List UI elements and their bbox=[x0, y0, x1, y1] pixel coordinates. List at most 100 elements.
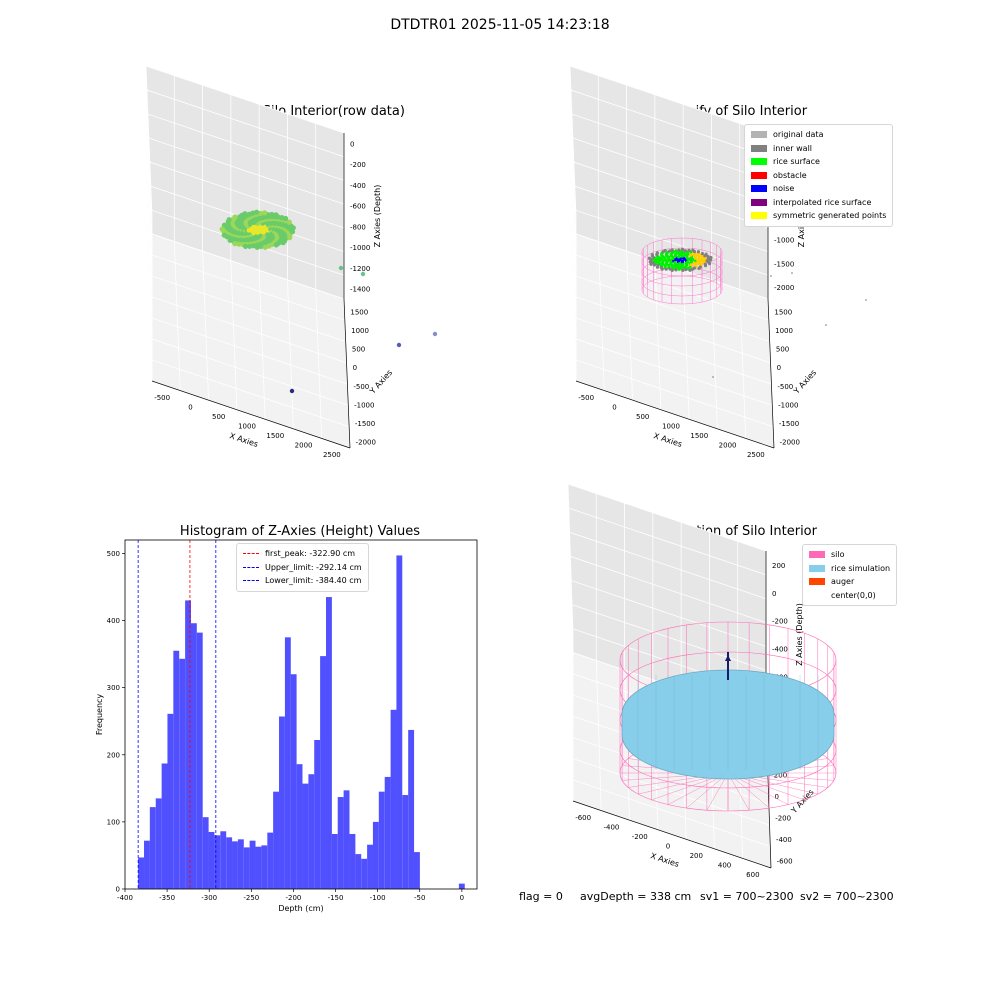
histogram-bar bbox=[161, 763, 168, 889]
x-tick-label: 0 bbox=[460, 894, 464, 902]
panel1-y-tick-label: -500 bbox=[353, 383, 369, 391]
panel4-z-tick-label: 200 bbox=[772, 562, 785, 570]
histogram-bar bbox=[284, 637, 291, 889]
point bbox=[668, 249, 672, 253]
panel1-y-tick-label: -1500 bbox=[355, 420, 375, 428]
outlier-point bbox=[865, 299, 867, 301]
outlier-point bbox=[791, 272, 793, 274]
point bbox=[679, 252, 684, 256]
simulation-legend-entry: silo bbox=[809, 548, 890, 562]
panel4-back-pane bbox=[568, 484, 766, 718]
panel1-y-axis-label: Y Axies bbox=[367, 368, 394, 396]
histogram-bar bbox=[296, 764, 303, 889]
point bbox=[677, 248, 681, 252]
legend-label: auger bbox=[831, 577, 855, 587]
point bbox=[254, 244, 260, 250]
point bbox=[690, 267, 695, 271]
panel2-x-tick-label: 2500 bbox=[747, 451, 765, 459]
point bbox=[700, 252, 705, 256]
point bbox=[648, 260, 652, 264]
point bbox=[286, 219, 292, 225]
point bbox=[269, 211, 275, 218]
point bbox=[273, 212, 279, 218]
legend-swatch bbox=[751, 158, 767, 166]
histogram-bar bbox=[458, 883, 465, 889]
wall-ring bbox=[641, 275, 723, 305]
panel4-z-tick-label: 0 bbox=[772, 590, 776, 598]
panel4-x-tick-label: 0 bbox=[666, 843, 670, 851]
panel1-z-tick-label: -800 bbox=[350, 223, 366, 231]
point bbox=[687, 248, 691, 252]
histogram: -400 -350 -300 -250 -200 -150 -100 -50 0 0 100 200 3… bbox=[95, 539, 478, 913]
point bbox=[287, 235, 293, 241]
classify-legend-entry: noise bbox=[751, 182, 886, 196]
panel2-x-tick-label: 2000 bbox=[719, 442, 737, 450]
x-axis-label: Depth (cm) bbox=[278, 904, 323, 913]
legend-swatch bbox=[751, 185, 767, 193]
point bbox=[677, 267, 681, 271]
histogram-bar bbox=[255, 846, 262, 889]
point bbox=[232, 241, 238, 247]
panel1-x-tick-label: 2000 bbox=[295, 442, 313, 450]
histogram-bar bbox=[249, 840, 256, 889]
x-tick-label: -350 bbox=[159, 894, 175, 902]
panel4-x-tick-label: 600 bbox=[746, 871, 759, 879]
classify-legend-entry: original data bbox=[751, 128, 886, 142]
figure-title: DTDTR01 2025-11-05 14:23:18 bbox=[390, 17, 610, 33]
histogram-bar bbox=[402, 795, 409, 889]
simulation-legend: silo rice simulation auger center(0,0) bbox=[802, 544, 898, 606]
point bbox=[680, 247, 685, 251]
legend-swatch bbox=[809, 564, 825, 572]
panel4-y-tick-label: -200 bbox=[775, 814, 791, 822]
histogram-bar bbox=[378, 791, 385, 889]
histogram-bar bbox=[155, 798, 162, 889]
point bbox=[703, 264, 708, 268]
point bbox=[708, 262, 712, 266]
panel1-gridline bbox=[146, 87, 345, 321]
histogram-bar bbox=[408, 729, 415, 889]
legend-label: inner wall bbox=[773, 143, 813, 153]
panel4-y-tick-label: 200 bbox=[774, 772, 787, 780]
panel2-y-tick-label: 1500 bbox=[774, 308, 792, 316]
panel4-y-tick-label: -400 bbox=[776, 836, 792, 844]
x-tick-label: -100 bbox=[370, 894, 386, 902]
panel4-surface bbox=[619, 621, 837, 812]
point bbox=[262, 210, 268, 216]
point bbox=[697, 266, 701, 270]
point bbox=[289, 229, 296, 235]
y-tick-label: 400 bbox=[107, 617, 120, 625]
panel1-x-tick-label: 2500 bbox=[323, 451, 341, 459]
point bbox=[674, 249, 678, 253]
x-tick-label: -50 bbox=[414, 894, 425, 902]
panel2-y-tick-label: -1500 bbox=[779, 420, 799, 428]
outlier-point bbox=[396, 342, 402, 348]
panel2-y-axis-label: Y Axies bbox=[791, 368, 818, 396]
histogram-bar bbox=[220, 831, 227, 889]
panel4-gridline bbox=[567, 483, 767, 635]
x-tick-label: -400 bbox=[117, 894, 133, 902]
panel2-z-tick-label: -1500 bbox=[774, 260, 794, 268]
legend-label: noise bbox=[773, 184, 795, 194]
histogram-title: Histogram of Z-Axies (Height) Values bbox=[179, 524, 421, 539]
panel1-y-tick-label: -2000 bbox=[356, 439, 376, 447]
x-tick-label: -150 bbox=[328, 894, 344, 902]
panel2-x-tick-label: 500 bbox=[636, 413, 649, 421]
point bbox=[283, 215, 289, 222]
point bbox=[254, 209, 260, 215]
legend-label: obstacle bbox=[773, 170, 807, 180]
panel2-y-tick-label: 500 bbox=[776, 346, 789, 354]
panel1-point-cloud bbox=[219, 209, 438, 394]
panel2-back-pane bbox=[570, 66, 768, 299]
point bbox=[647, 256, 652, 260]
legend-label: rice simulation bbox=[831, 563, 891, 573]
histogram-bar bbox=[367, 844, 373, 889]
legend-swatch bbox=[751, 212, 767, 220]
histogram-bar bbox=[396, 555, 403, 889]
simulation-legend-entry: auger bbox=[809, 575, 890, 589]
panel2-x-axis-line bbox=[575, 380, 775, 449]
point bbox=[655, 251, 660, 255]
point bbox=[684, 268, 688, 272]
histogram-bar bbox=[144, 840, 150, 889]
point bbox=[670, 248, 674, 252]
legend-swatch bbox=[751, 198, 767, 206]
